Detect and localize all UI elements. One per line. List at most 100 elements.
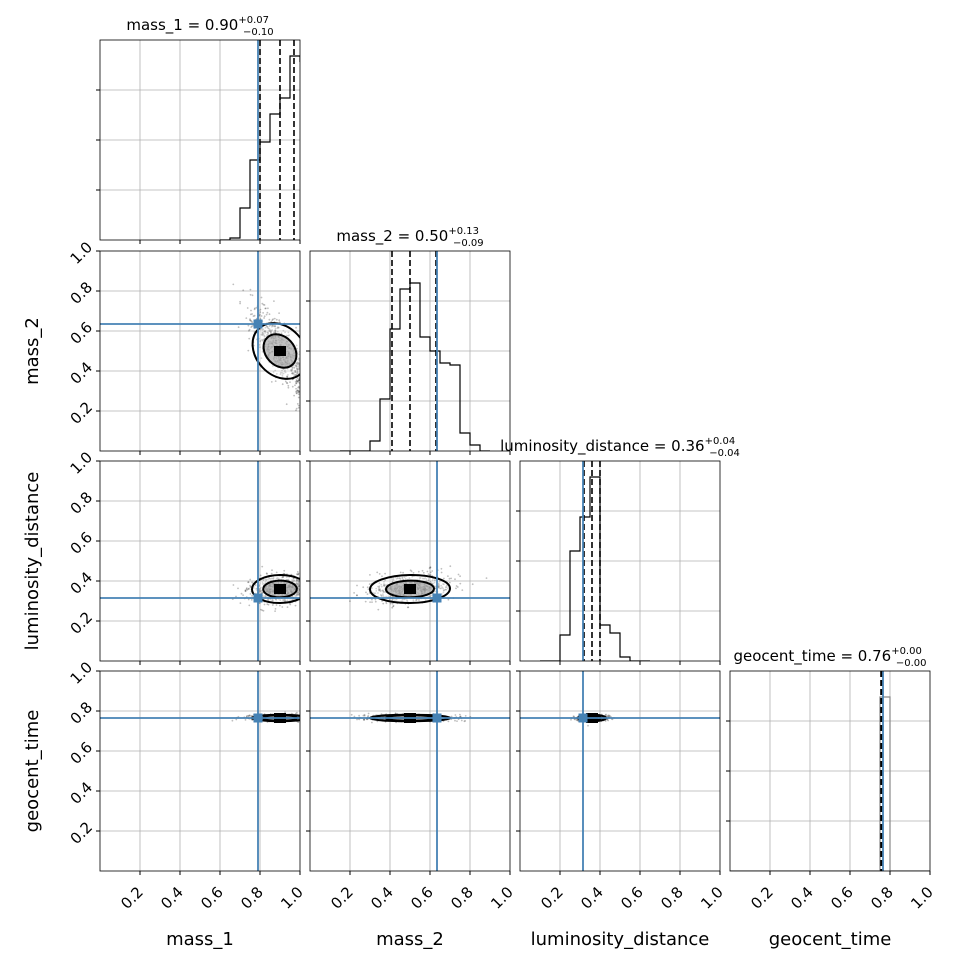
- sample-point: [298, 353, 300, 356]
- sample-point: [251, 581, 254, 584]
- sample-point: [248, 714, 251, 717]
- sample-point: [291, 373, 294, 375]
- sample-point: [267, 327, 269, 329]
- sample-point: [289, 381, 291, 383]
- sample-point: [265, 307, 267, 310]
- x-tick-label: 0.8: [657, 883, 687, 913]
- sample-point: [442, 589, 445, 592]
- grid: [100, 461, 300, 661]
- y-tick-label: 0.6: [67, 528, 97, 558]
- sample-point: [455, 587, 457, 590]
- sample-point: [286, 376, 289, 378]
- sample-point: [375, 590, 378, 592]
- sample-point: [297, 580, 300, 583]
- sample-point: [392, 605, 394, 608]
- sample-point: [231, 719, 234, 722]
- sample-point: [268, 327, 270, 330]
- sample-point: [445, 586, 448, 589]
- sample-point: [296, 368, 299, 371]
- sample-point: [447, 575, 449, 577]
- y-tick-label: 1.0: [67, 238, 97, 268]
- sample-point: [369, 601, 371, 603]
- grid: [306, 251, 510, 451]
- sample-point: [434, 579, 437, 581]
- sample-point: [449, 565, 452, 568]
- y-tick-label: 0.8: [67, 488, 97, 518]
- axes-frame: [99, 39, 301, 241]
- sample-point: [275, 604, 278, 606]
- y-tick-label: 1.0: [67, 448, 97, 478]
- sample-point: [248, 328, 251, 331]
- sample-point: [285, 334, 288, 337]
- sample-point: [295, 582, 298, 585]
- sample-point: [266, 311, 269, 314]
- sample-point: [294, 364, 297, 367]
- sample-point: [296, 369, 299, 372]
- sample-cloud: [570, 712, 615, 727]
- sample-point: [297, 391, 299, 394]
- sample-point: [442, 591, 445, 594]
- sample-point: [295, 387, 297, 390]
- sample-point: [444, 586, 447, 588]
- sample-point: [422, 571, 425, 574]
- sample-point: [259, 328, 262, 331]
- sample-point: [368, 583, 371, 585]
- sample-point: [285, 403, 288, 406]
- sample-point: [264, 326, 267, 329]
- sample-point: [274, 369, 277, 372]
- sample-point: [247, 715, 250, 718]
- sample-point: [263, 583, 265, 585]
- sample-point: [291, 369, 293, 371]
- sample-point: [260, 333, 263, 336]
- sample-point: [297, 380, 300, 383]
- sample-point: [383, 585, 386, 587]
- sample-point: [286, 382, 289, 385]
- sample-point: [459, 715, 462, 718]
- sample-point: [297, 591, 300, 594]
- sample-point: [260, 589, 263, 592]
- sample-point: [295, 365, 298, 368]
- sample-point: [297, 572, 300, 575]
- sample-point: [269, 578, 271, 580]
- sample-point: [295, 581, 298, 584]
- sample-point: [573, 718, 576, 721]
- sample-point: [282, 572, 285, 575]
- x-tick-label: 1.0: [487, 883, 517, 913]
- panel-luminosity_distance-mass_1: 0.2 0.4 0.6 0.8 1.0: [67, 448, 301, 665]
- sample-point: [438, 580, 441, 583]
- sample-point: [259, 582, 262, 584]
- title-main: mass_1 = 0.90: [126, 16, 238, 35]
- sample-point: [295, 583, 298, 585]
- sample-point: [263, 304, 266, 306]
- sample-point: [296, 379, 298, 382]
- sample-point: [289, 599, 291, 602]
- x-tick-label: 0.6: [827, 883, 857, 913]
- sample-point: [292, 580, 295, 583]
- sample-point: [294, 373, 297, 376]
- sample-point: [249, 593, 252, 595]
- sample-point: [443, 583, 445, 586]
- sample-point: [440, 587, 443, 590]
- sample-point: [263, 335, 266, 338]
- sample-point: [391, 580, 394, 583]
- sample-point: [262, 303, 265, 306]
- sample-point: [456, 586, 459, 588]
- sample-point: [271, 577, 274, 580]
- sample-point: [378, 585, 381, 587]
- sample-point: [296, 363, 299, 366]
- sample-point: [388, 598, 391, 601]
- sample-point: [427, 579, 430, 582]
- sample-point: [266, 325, 268, 328]
- sample-point: [282, 599, 284, 601]
- sample-point: [272, 576, 275, 579]
- sample-point: [363, 714, 366, 717]
- panel-geocent_time-mass_1: 0.2 0.4 0.6 0.8 1.0 0.2 0.4 0.6 0.8 1.0: [67, 658, 307, 912]
- sample-point: [376, 571, 379, 574]
- sample-point: [438, 583, 440, 586]
- sample-point: [409, 569, 412, 572]
- x-tick-label: 0.4: [787, 883, 817, 913]
- sample-point: [281, 369, 283, 372]
- sample-point: [391, 578, 394, 581]
- sample-point: [262, 579, 265, 582]
- sample-point: [291, 372, 293, 375]
